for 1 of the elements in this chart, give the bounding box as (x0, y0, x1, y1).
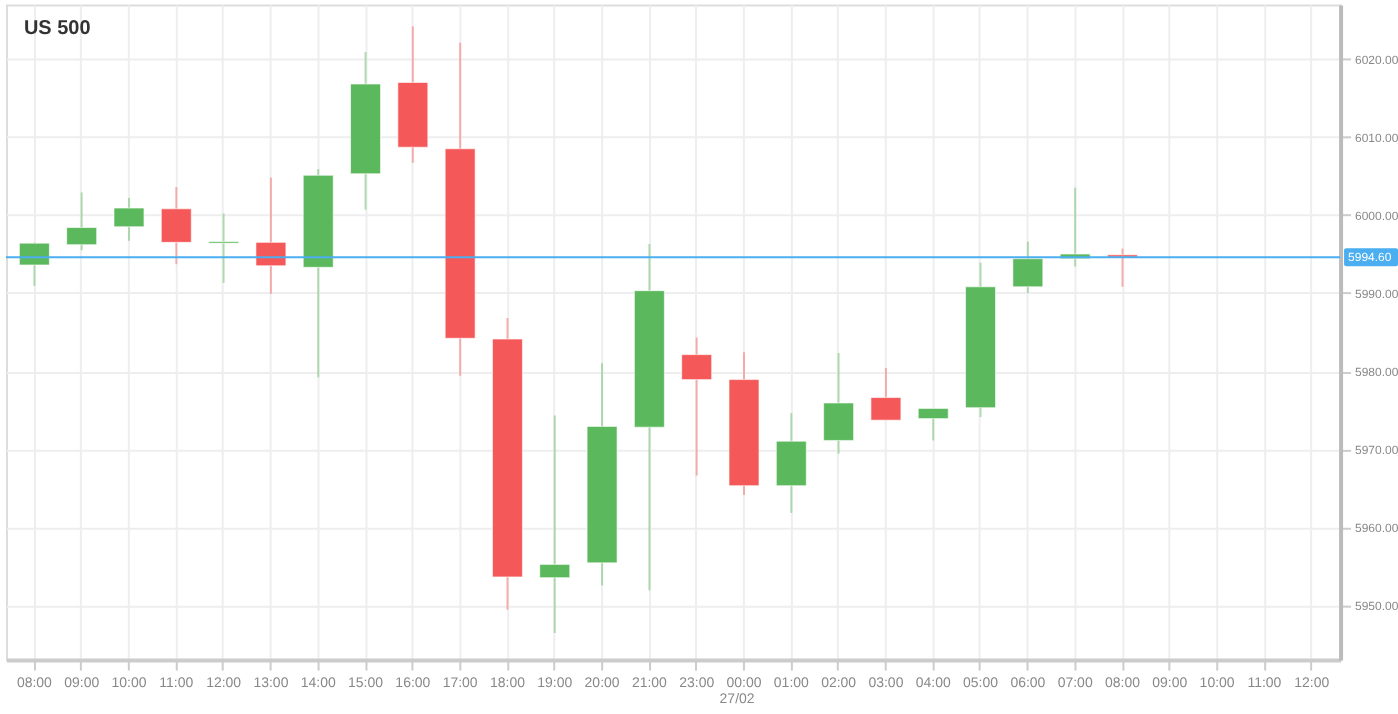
text: US 500 (23, 18, 92, 41)
